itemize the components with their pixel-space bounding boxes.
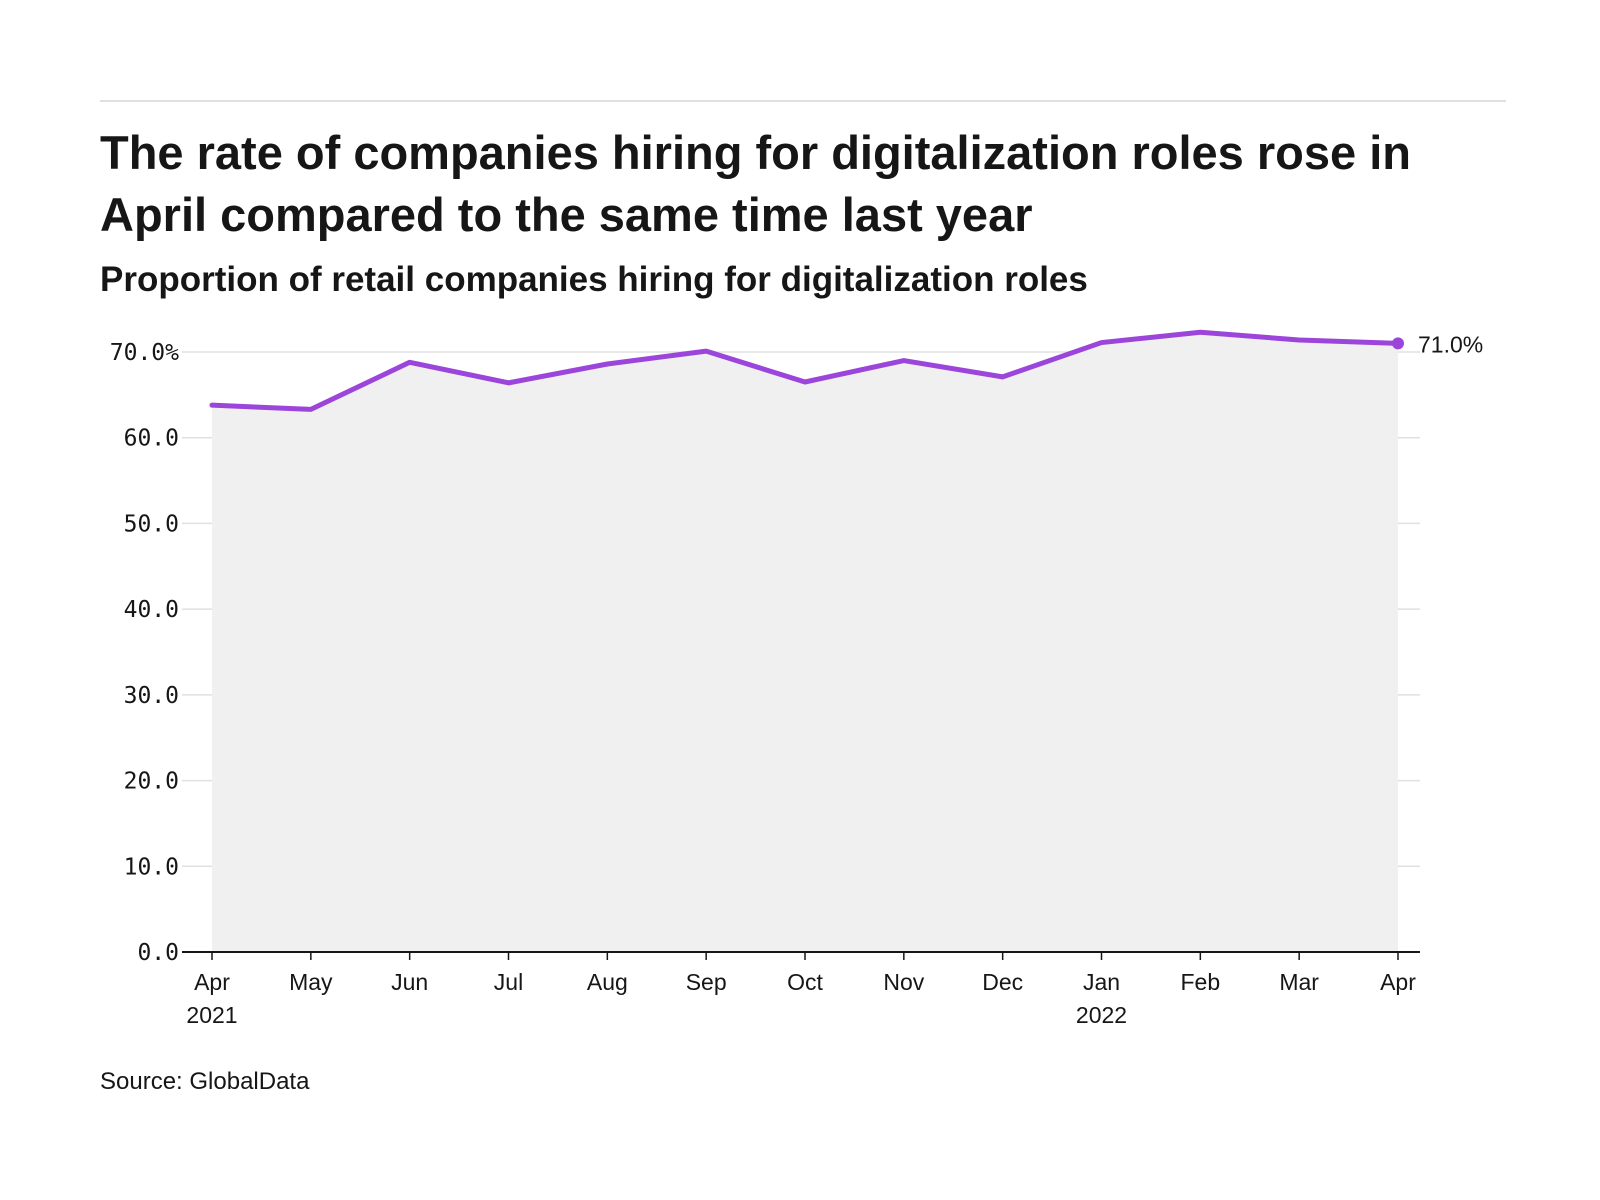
- x-tick-label: Apr: [1380, 969, 1416, 995]
- axes: [182, 951, 1420, 960]
- y-tick-label: 30.0: [124, 683, 179, 709]
- x-tick-label: Jun: [391, 969, 428, 995]
- y-tick-label: 20.0: [124, 769, 179, 795]
- y-tick-label: 40.0: [124, 597, 179, 623]
- y-tick-label: 0.0: [137, 940, 179, 966]
- y-tick-label: 10.0: [124, 854, 179, 880]
- y-tick-label: 50.0: [124, 511, 179, 537]
- x-tick-label: Dec: [982, 969, 1023, 995]
- x-tick-label: May: [289, 969, 333, 995]
- x-tick-year-label: 2022: [1076, 1002, 1127, 1028]
- line-chart: 0.0 10.0 20.0 30.0 40.0 50.0 60.0 70.0% Apr 2021…: [110, 329, 1483, 1028]
- x-tick-label: Aug: [587, 969, 628, 995]
- x-tick-label: Nov: [883, 969, 924, 995]
- x-tick-label: Jul: [494, 969, 523, 995]
- y-axis-ticks: 0.0 10.0 20.0 30.0 40.0 50.0 60.0 70.0%: [110, 340, 179, 966]
- end-value-label: 71.0%: [1418, 331, 1483, 357]
- source-note: Source: GlobalData: [100, 1068, 310, 1095]
- x-tick-year-label: 2021: [186, 1002, 237, 1028]
- top-divider: [100, 100, 1506, 102]
- x-axis-ticks: Apr 2021 May Jun Jul Aug Sep Oct Nov Dec Jan 2022 Fe…: [186, 969, 1416, 1028]
- x-tick-label: Mar: [1279, 969, 1319, 995]
- area-fill: [212, 332, 1398, 952]
- y-tick-label: 70.0%: [110, 340, 179, 366]
- series-line: [209, 329, 1401, 412]
- end-point-marker: [1392, 337, 1404, 350]
- y-tick-label: 60.0: [124, 426, 179, 452]
- x-tick-label: Apr: [194, 969, 230, 995]
- x-tick-label: Feb: [1181, 969, 1221, 995]
- x-tick-label: Oct: [787, 969, 823, 995]
- x-tick-label: Sep: [686, 969, 727, 995]
- x-tick-label: Jan: [1083, 969, 1120, 995]
- chart-subtitle: Proportion of retail companies hiring fo…: [100, 260, 1088, 299]
- chart-title: The rate of companies hiring for digital…: [100, 126, 1411, 241]
